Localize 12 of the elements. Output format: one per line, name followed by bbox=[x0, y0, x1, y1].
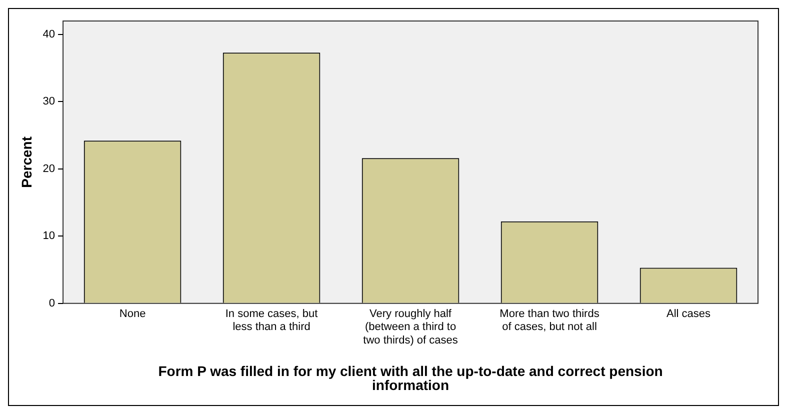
x-axis-title: Form P was filled in for my client with all the up-to-date and correct pension information bbox=[158, 362, 663, 393]
x-tick-label: None bbox=[119, 308, 146, 320]
x-tick-label: More than two thirds of cases, but not all bbox=[500, 308, 600, 334]
x-tick-label: Very roughly half (between a third to two thirds) of cases bbox=[363, 308, 458, 346]
y-tick-label: 30 bbox=[42, 96, 56, 108]
y-axis-title: Percent bbox=[18, 136, 34, 188]
y-tick-label: 20 bbox=[42, 162, 56, 175]
y-tick-label: 40 bbox=[42, 28, 56, 40]
x-tick-label: In some cases, but less than a third bbox=[225, 308, 318, 334]
y-tick-label: 10 bbox=[42, 230, 56, 242]
x-tick-label: All cases bbox=[666, 308, 712, 320]
y-tick-label: 0 bbox=[48, 297, 56, 310]
